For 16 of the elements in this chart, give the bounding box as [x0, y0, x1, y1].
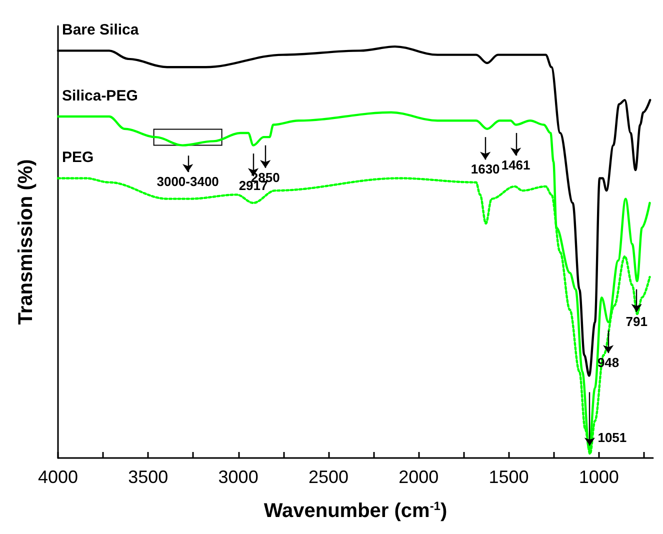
- x-tick-label: 4000: [38, 467, 78, 487]
- annotation: 1051: [598, 430, 627, 445]
- annotation: 791: [626, 314, 648, 329]
- series-label: PEG: [62, 149, 94, 166]
- x-tick-label: 1000: [578, 467, 619, 487]
- series-label: Silica-PEG: [62, 88, 138, 105]
- series-label: Bare Silica: [62, 22, 140, 39]
- annotation: 1630: [470, 162, 500, 177]
- x-tick-label: 1500: [488, 467, 529, 487]
- x-tick-label: 3000: [218, 467, 258, 487]
- x-tick-label: 2500: [308, 467, 348, 487]
- annotation: 3000-3400: [156, 174, 219, 190]
- x-tick-label: 2000: [398, 467, 439, 487]
- x-tick-label: 3500: [128, 467, 168, 487]
- annotation: 1461: [501, 158, 530, 173]
- y-axis-title: Transmission (%): [15, 159, 37, 325]
